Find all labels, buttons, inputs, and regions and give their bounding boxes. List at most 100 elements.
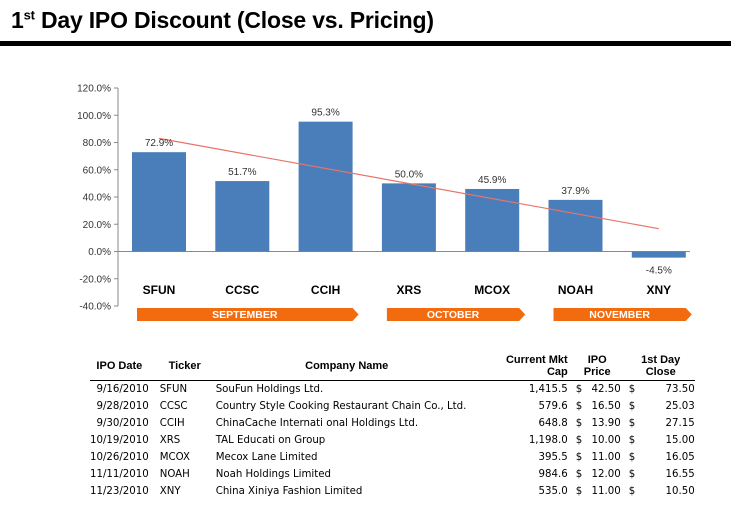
category-label: CCIH bbox=[311, 283, 340, 297]
category-label: NOAH bbox=[558, 283, 593, 297]
y-tick-label: 40.0% bbox=[83, 193, 111, 204]
cell-mkt-cap: 579.6 bbox=[538, 401, 568, 412]
bar-xny bbox=[631, 251, 686, 258]
cell-first-day-close-value: 27.15 bbox=[665, 418, 695, 429]
cell-first-day-close: $15.00 bbox=[627, 432, 695, 449]
month-banner-november bbox=[553, 308, 692, 321]
cell-ipo-price: $10.00 bbox=[574, 432, 621, 449]
ipo-table: IPO Date Ticker Company Name Current Mkt… bbox=[90, 353, 695, 500]
y-tick-label: 80.0% bbox=[83, 138, 111, 149]
cell-ipo-price-value: 11.00 bbox=[591, 452, 621, 463]
currency-symbol: $ bbox=[575, 486, 583, 497]
y-tick-label: 60.0% bbox=[83, 165, 111, 176]
page-title: 1st Day IPO Discount (Close vs. Pricing) bbox=[11, 7, 434, 33]
cell-first-day-close: $16.55 bbox=[627, 466, 695, 483]
table-header-row: IPO Date Ticker Company Name Current Mkt… bbox=[90, 353, 695, 381]
cell-company-name: Mecox Lane Limited bbox=[215, 452, 318, 463]
data-label: 72.9% bbox=[145, 138, 173, 149]
cell-company-name: Country Style Cooking Restaurant Chain C… bbox=[215, 401, 467, 412]
cell-first-day-close: $73.50 bbox=[627, 381, 695, 399]
cell-ticker: CCSC bbox=[159, 401, 188, 412]
cell-mkt-cap: 648.8 bbox=[538, 418, 568, 429]
cell-company-name: Noah Holdings Limited bbox=[215, 469, 331, 480]
cell-mkt-cap: 1,198.0 bbox=[528, 435, 568, 446]
cell-ticker: XRS bbox=[159, 435, 181, 446]
currency-symbol: $ bbox=[575, 418, 583, 429]
currency-symbol: $ bbox=[628, 418, 636, 429]
month-banner-october bbox=[386, 308, 526, 321]
currency-symbol: $ bbox=[628, 469, 636, 480]
cell-ipo-price: $16.50 bbox=[574, 398, 621, 415]
table-row: 10/26/2010 MCOX Mecox Lane Limited 395.5 $11… bbox=[90, 449, 695, 466]
header-first-day-close: 1st Day Close bbox=[626, 353, 695, 381]
cell-mkt-cap: 535.0 bbox=[538, 486, 568, 497]
table-row: 10/19/2010 XRS TAL Educati on Group 1,198.0… bbox=[90, 432, 695, 449]
cell-first-day-close-value: 25.03 bbox=[665, 401, 695, 412]
cell-ipo-date: 9/16/2010 bbox=[96, 384, 149, 395]
currency-symbol: $ bbox=[575, 401, 583, 412]
y-tick-label: 20.0% bbox=[83, 220, 111, 231]
category-label: MCOX bbox=[474, 283, 510, 297]
bar-noah bbox=[548, 199, 603, 252]
table-row: 9/30/2010 CCIH ChinaCache Internati onal H… bbox=[90, 415, 695, 432]
currency-symbol: $ bbox=[575, 435, 583, 446]
bar-ccih bbox=[298, 121, 353, 252]
currency-symbol: $ bbox=[575, 452, 583, 463]
cell-company-name: China Xiniya Fashion Limited bbox=[215, 486, 363, 497]
cell-ipo-price-value: 13.90 bbox=[591, 418, 621, 429]
currency-symbol: $ bbox=[628, 401, 636, 412]
cell-first-day-close-value: 73.50 bbox=[665, 384, 695, 395]
month-banner-label: OCTOBER bbox=[427, 309, 480, 321]
cell-ipo-price: $11.00 bbox=[574, 483, 621, 500]
cell-first-day-close: $16.05 bbox=[627, 449, 695, 466]
table-row: 11/23/2010 XNY China Xiniya Fashion Limite… bbox=[90, 483, 695, 500]
cell-company-name: ChinaCache Internati onal Holdings Ltd. bbox=[215, 418, 419, 429]
month-banner-label: NOVEMBER bbox=[589, 309, 650, 321]
cell-ipo-price-value: 12.00 bbox=[591, 469, 621, 480]
header-ipo-price: IPO Price bbox=[573, 353, 621, 381]
cell-first-day-close-value: 15.00 bbox=[665, 435, 695, 446]
cell-ticker: XNY bbox=[159, 486, 181, 497]
category-label: XNY bbox=[646, 283, 671, 297]
title-underline bbox=[0, 41, 731, 46]
cell-mkt-cap: 984.6 bbox=[538, 469, 568, 480]
data-label: 51.7% bbox=[228, 167, 256, 178]
currency-symbol: $ bbox=[575, 384, 583, 395]
currency-symbol: $ bbox=[628, 435, 636, 446]
cell-ipo-date: 9/30/2010 bbox=[96, 418, 149, 429]
cell-ipo-date: 11/11/2010 bbox=[90, 469, 149, 480]
data-label: 95.3% bbox=[311, 108, 339, 119]
cell-mkt-cap: 1,415.5 bbox=[528, 384, 568, 395]
cell-ipo-date: 10/19/2010 bbox=[90, 435, 149, 446]
cell-first-day-close: $10.50 bbox=[627, 483, 695, 500]
table-row: 11/11/2010 NOAH Noah Holdings Limited 984.6… bbox=[90, 466, 695, 483]
cell-first-day-close-value: 16.55 bbox=[665, 469, 695, 480]
cell-first-day-close: $27.15 bbox=[627, 415, 695, 432]
data-label: 37.9% bbox=[561, 186, 589, 197]
cell-ipo-price-value: 11.00 bbox=[591, 486, 621, 497]
cell-ipo-date: 10/26/2010 bbox=[90, 452, 149, 463]
header-ipo-date: IPO Date bbox=[90, 353, 149, 381]
bar-xrs bbox=[381, 183, 436, 252]
currency-symbol: $ bbox=[575, 469, 583, 480]
header-current-mkt-cap: Current Mkt Cap bbox=[483, 353, 568, 381]
header-ticker: Ticker bbox=[154, 353, 210, 381]
header-company-name: Company Name bbox=[215, 353, 478, 381]
cell-ipo-date: 9/28/2010 bbox=[96, 401, 149, 412]
cell-company-name: SouFun Holdings Ltd. bbox=[215, 384, 324, 395]
bar-ccsc bbox=[215, 181, 270, 252]
currency-symbol: $ bbox=[628, 486, 636, 497]
cell-ipo-price: $11.00 bbox=[574, 449, 621, 466]
cell-ipo-price: $13.90 bbox=[574, 415, 621, 432]
cell-mkt-cap: 395.5 bbox=[538, 452, 568, 463]
month-banner-september bbox=[137, 308, 359, 321]
cell-ticker: CCIH bbox=[159, 418, 185, 429]
cell-ipo-price: $12.00 bbox=[574, 466, 621, 483]
currency-symbol: $ bbox=[628, 452, 636, 463]
bar-sfun bbox=[132, 152, 186, 252]
cell-ipo-price: $42.50 bbox=[574, 381, 621, 399]
y-tick-label: 100.0% bbox=[77, 111, 111, 122]
category-label: XRS bbox=[397, 283, 422, 297]
cell-ipo-date: 11/23/2010 bbox=[90, 486, 149, 497]
cell-company-name: TAL Educati on Group bbox=[215, 435, 326, 446]
